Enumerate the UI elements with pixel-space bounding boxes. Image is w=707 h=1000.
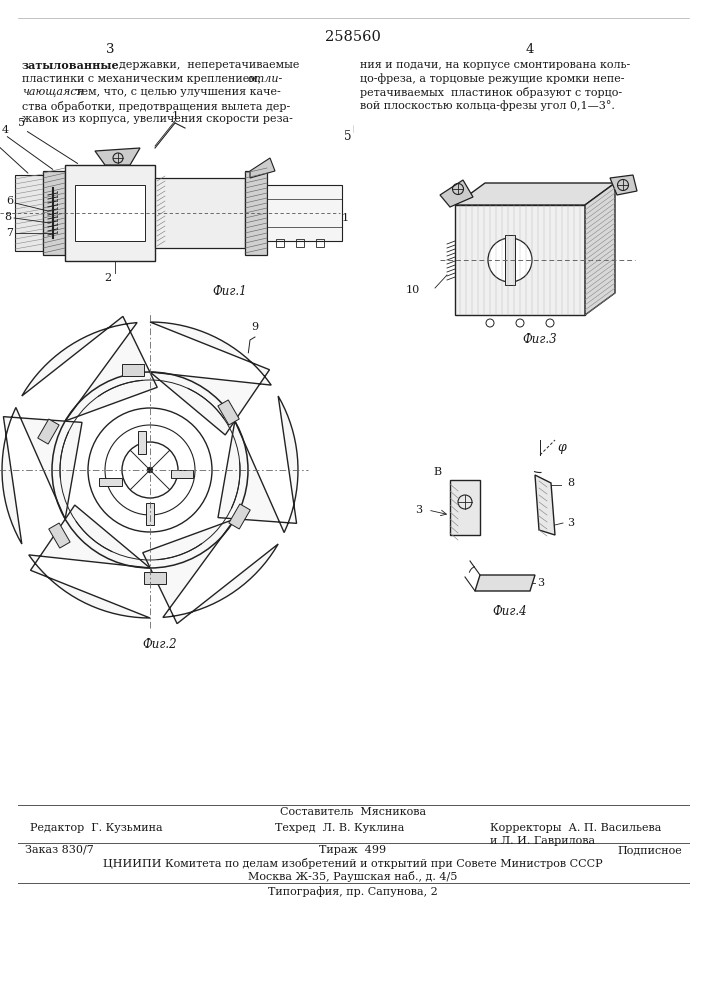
Text: 7: 7 <box>6 228 13 238</box>
Text: φ: φ <box>557 440 566 454</box>
Text: Подписное: Подписное <box>617 845 682 855</box>
Polygon shape <box>535 475 555 535</box>
Polygon shape <box>450 480 480 535</box>
Text: 4: 4 <box>1 125 8 135</box>
Bar <box>75 185 145 241</box>
Text: державки,  неперетачиваемые: державки, неперетачиваемые <box>112 60 299 70</box>
Text: Составитель  Мясникова: Составитель Мясникова <box>280 807 426 817</box>
Circle shape <box>488 238 532 282</box>
Polygon shape <box>475 575 535 591</box>
Text: ния и подачи, на корпусе смонтирована коль-: ния и подачи, на корпусе смонтирована ко… <box>360 60 630 70</box>
Bar <box>99 478 122 486</box>
Bar <box>245 171 267 255</box>
Polygon shape <box>455 183 615 205</box>
Bar <box>276 239 284 247</box>
Bar <box>316 239 324 247</box>
Bar <box>43 171 65 255</box>
Text: Фиг.2: Фиг.2 <box>143 638 177 651</box>
Text: ЦНИИПИ Комитета по делам изобретений и открытий при Совете Министров СССР: ЦНИИПИ Комитета по делам изобретений и о… <box>103 858 603 869</box>
Text: 8: 8 <box>4 212 11 222</box>
Text: 3: 3 <box>106 43 115 56</box>
Text: чающаяся: чающаяся <box>22 87 84 97</box>
Bar <box>138 431 146 454</box>
Text: Типография, пр. Сапунова, 2: Типография, пр. Сапунова, 2 <box>268 886 438 897</box>
Polygon shape <box>218 396 298 533</box>
Text: 5: 5 <box>344 130 352 143</box>
Text: Техред  Л. В. Куклина: Техред Л. В. Куклина <box>275 823 404 833</box>
Bar <box>229 504 250 529</box>
Text: вой плоскостью кольца-фрезы угол 0,1—3°.: вой плоскостью кольца-фрезы угол 0,1—3°. <box>360 101 615 111</box>
Text: 3: 3 <box>415 505 422 515</box>
Text: отли-: отли- <box>248 74 284 84</box>
Bar <box>146 502 154 525</box>
Polygon shape <box>95 148 140 165</box>
Polygon shape <box>29 505 150 618</box>
Text: Заказ 830/7: Заказ 830/7 <box>25 845 94 855</box>
Text: ретачиваемых  пластинок образуют с торцо-: ретачиваемых пластинок образуют с торцо- <box>360 87 622 98</box>
Text: Корректоры  А. П. Васильева: Корректоры А. П. Васильева <box>490 823 661 833</box>
Text: 9: 9 <box>252 322 259 332</box>
Text: 4: 4 <box>526 43 534 56</box>
Text: 6: 6 <box>6 196 13 206</box>
Text: Редактор  Г. Кузьмина: Редактор Г. Кузьмина <box>30 823 163 833</box>
Bar <box>49 523 70 548</box>
Text: затылованные: затылованные <box>22 60 119 71</box>
Polygon shape <box>2 407 82 544</box>
Text: тем, что, с целью улучшения каче-: тем, что, с целью улучшения каче- <box>72 87 281 97</box>
Text: и Л. И. Гаврилова: и Л. И. Гаврилова <box>490 836 595 846</box>
Bar <box>122 364 144 376</box>
Text: пластинки с механическим креплением,: пластинки с механическим креплением, <box>22 74 264 84</box>
Text: жавок из корпуса, увеличения скорости реза-: жавок из корпуса, увеличения скорости ре… <box>22 114 293 124</box>
Bar <box>267 185 342 241</box>
Text: B: B <box>434 467 442 477</box>
Text: 8: 8 <box>567 478 574 488</box>
Bar <box>455 205 585 315</box>
Bar <box>296 239 304 247</box>
Circle shape <box>148 468 153 473</box>
Polygon shape <box>143 519 278 624</box>
Polygon shape <box>440 180 473 207</box>
Text: 10: 10 <box>406 285 420 295</box>
Polygon shape <box>250 158 275 178</box>
Bar <box>65 165 155 261</box>
Bar <box>218 400 239 425</box>
Bar <box>170 470 193 478</box>
Text: Фиг.1: Фиг.1 <box>213 285 247 298</box>
Text: Фиг.4: Фиг.4 <box>493 605 527 618</box>
Bar <box>505 235 515 285</box>
Text: ства обработки, предотвращения вылета дер-: ства обработки, предотвращения вылета де… <box>22 101 291 111</box>
Text: Москва Ж-35, Раушская наб., д. 4/5: Москва Ж-35, Раушская наб., д. 4/5 <box>248 871 457 882</box>
Bar <box>37 419 59 444</box>
Polygon shape <box>610 175 637 195</box>
Text: 258560: 258560 <box>325 30 381 44</box>
Text: 2: 2 <box>105 273 112 283</box>
Text: 3: 3 <box>567 518 574 528</box>
Text: Тираж  499: Тираж 499 <box>320 845 387 855</box>
Polygon shape <box>22 316 157 421</box>
Polygon shape <box>585 183 615 315</box>
Bar <box>15 175 43 251</box>
Bar <box>155 178 245 248</box>
Text: 1: 1 <box>171 111 179 121</box>
Text: 5: 5 <box>18 118 25 128</box>
Text: Фиг.3: Фиг.3 <box>522 333 557 346</box>
Text: цо-фреза, а торцовые режущие кромки непе-: цо-фреза, а торцовые режущие кромки непе… <box>360 74 624 84</box>
Polygon shape <box>150 322 271 435</box>
Bar <box>144 572 166 584</box>
Text: 1: 1 <box>341 213 349 223</box>
Text: 3: 3 <box>537 578 544 588</box>
